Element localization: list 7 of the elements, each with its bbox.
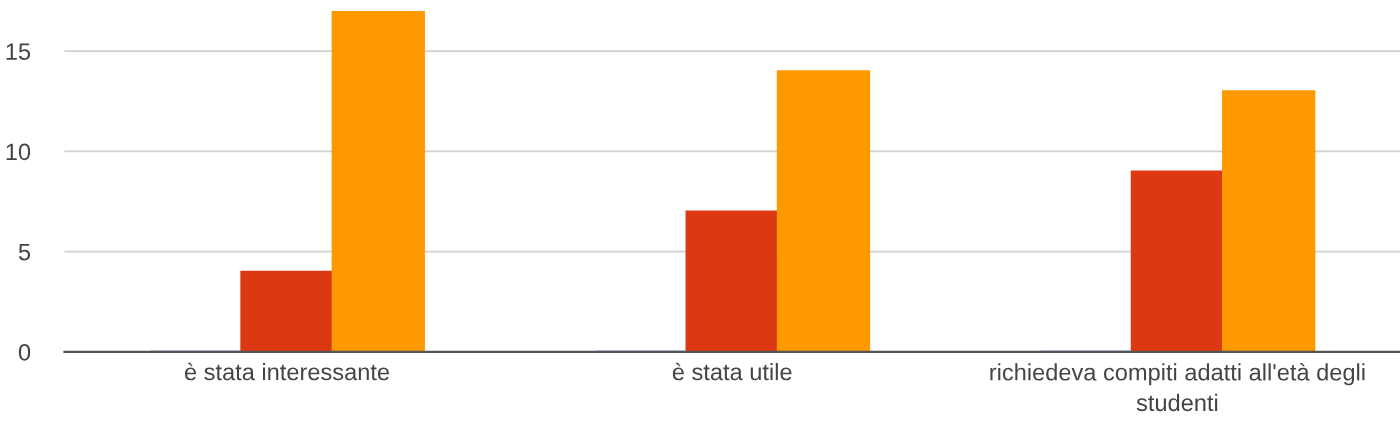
- x-tick-label: richiedeva compiti adatti all'età degli studenti: [990, 362, 1365, 412]
- x-tick-label: è stata interessante: [184, 362, 389, 381]
- y-tick-label: 15: [6, 43, 31, 60]
- y-tick-label: 5: [18, 243, 31, 261]
- x-tick-label: è stata utile: [672, 362, 792, 381]
- y-tick-label: 10: [6, 143, 31, 161]
- y-tick-label: 0: [18, 343, 31, 361]
